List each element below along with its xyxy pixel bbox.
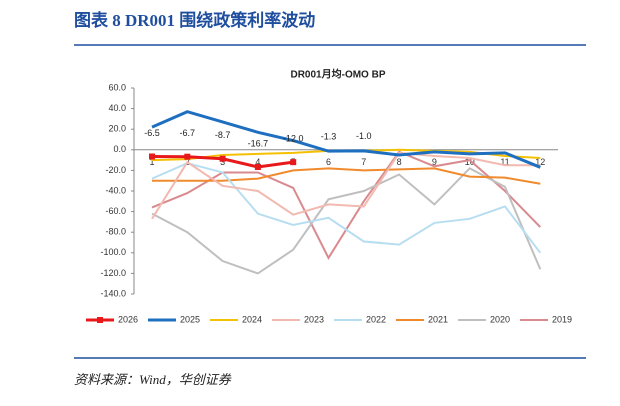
point-marker: [254, 164, 261, 171]
legend-label: 2024: [242, 314, 262, 324]
figure-title: 图表 8 DR001 围绕政策利率波动: [74, 10, 315, 30]
y-tick-label: 40.0: [108, 103, 126, 113]
legend-label: 2023: [304, 314, 324, 324]
point-marker: [184, 153, 191, 160]
y-tick-label: 20.0: [108, 124, 126, 134]
point-marker: [149, 153, 155, 160]
data-label: -1.3: [321, 132, 337, 142]
series-line: [151, 167, 542, 275]
y-tick-label: -40.0: [105, 185, 126, 195]
legend-label: 2026: [118, 314, 138, 324]
x-tick-label: 6: [326, 157, 331, 167]
x-tick-label: 7: [361, 157, 366, 167]
legend-marker: [97, 317, 103, 323]
y-tick-label: -80.0: [105, 227, 126, 237]
x-tick-label: 4: [255, 157, 260, 167]
x-tick-label: 1: [149, 157, 154, 167]
x-tick-label: 9: [432, 157, 437, 167]
legend-label: 2025: [180, 314, 200, 324]
legend-label: 2020: [490, 314, 510, 324]
series-line: [151, 151, 541, 220]
data-label: -16.7: [248, 138, 269, 148]
y-tick-label: -60.0: [105, 206, 126, 216]
data-label: -1.0: [356, 131, 372, 141]
data-label: -12.0: [283, 134, 304, 144]
source-note: 资料来源：Wind，华创证券: [74, 372, 232, 387]
series-line: [151, 110, 541, 169]
y-tick-label: -20.0: [105, 165, 126, 175]
y-tick-label: 60.0: [108, 82, 126, 92]
point-marker: [290, 159, 297, 166]
legend-label: 2021: [428, 314, 448, 324]
y-tick-label: 0.0: [113, 144, 126, 154]
y-tick-label: -100.0: [100, 247, 126, 257]
x-tick-label: 3: [220, 157, 225, 167]
x-tick-label: 12: [535, 157, 545, 167]
x-tick-label: 8: [397, 157, 402, 167]
y-tick-label: -120.0: [100, 268, 126, 278]
chart-title: DR001月均-OMO BP: [290, 68, 385, 81]
series-line: [151, 162, 542, 254]
legend-label: 2022: [366, 314, 386, 324]
data-label: -8.7: [215, 130, 231, 140]
data-label: -6.5: [144, 128, 160, 138]
x-tick-label: 10: [465, 157, 475, 167]
legend-label: 2019: [552, 314, 572, 324]
x-tick-label: 11: [500, 157, 509, 167]
point-marker: [219, 155, 226, 162]
y-tick-label: -140.0: [100, 288, 126, 298]
data-label: -6.7: [180, 128, 196, 138]
